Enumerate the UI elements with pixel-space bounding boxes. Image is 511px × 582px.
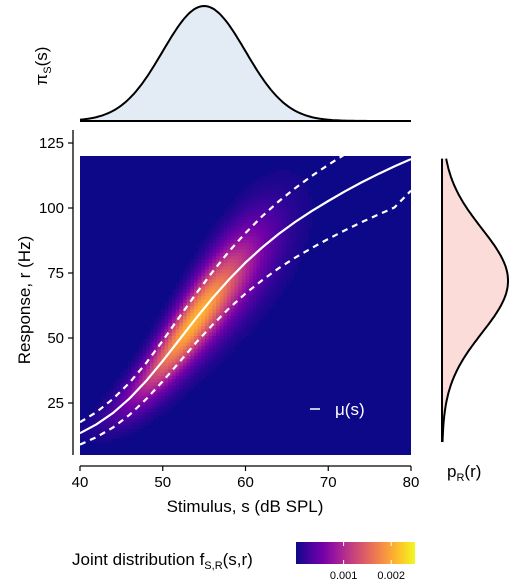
x-tick-label: 40 (72, 474, 89, 491)
top-marginal-ylabel: πS(s) (32, 47, 54, 86)
colorbar-tick-label: 0.001 (330, 570, 358, 582)
colorbar-ticks: 0.001 0.002 (330, 542, 405, 582)
y-tick-label: 75 (47, 265, 64, 282)
right-marginal-panel: pR(r) (441, 158, 509, 484)
x-tick-label: 60 (237, 474, 254, 491)
y-tick-label: 50 (47, 330, 64, 347)
colorbar-gradient (296, 542, 415, 564)
response-marginal-density (442, 158, 508, 442)
upper-band-curve (80, 130, 392, 424)
mean-response-curve (80, 158, 411, 435)
colorbar-label-main: Joint distribution f (72, 550, 205, 569)
right-marginal-xlabel: pR(r) (447, 462, 481, 484)
x-tick-label: 70 (320, 474, 337, 491)
x-axis: 40 50 60 70 80 (72, 465, 420, 491)
y-axis-label: Response, r (Hz) (15, 236, 34, 364)
right-marginal-xlabel-sub: R (456, 472, 464, 484)
y-axis: 25 50 75 100 125 (39, 130, 74, 455)
main-plot-panel: μ(s) 40 50 60 70 80 25 50 75 100 125 Stimulus, s… (15, 130, 420, 516)
colorbar-tick-label: 0.002 (377, 570, 405, 582)
x-tick-label: 50 (154, 474, 171, 491)
colorbar: Joint distribution fS,R(s,r) 0.001 0.002 (72, 542, 415, 582)
y-tick-label: 100 (39, 200, 64, 217)
legend-mean-label: μ(s) (335, 400, 365, 419)
top-marginal-ylabel-sub: S (42, 66, 54, 73)
colorbar-label: Joint distribution fS,R(s,r) (72, 550, 253, 572)
stimulus-prior-density (80, 6, 411, 121)
lower-band-curve (80, 189, 411, 446)
y-tick-label: 125 (39, 135, 64, 152)
y-tick-label: 25 (47, 395, 64, 412)
colorbar-label-rest: (s,r) (223, 550, 253, 569)
top-marginal-ylabel-rest: (s) (32, 47, 51, 67)
top-marginal-panel: πS(s) (32, 4, 411, 122)
response-marginal-curve (441, 158, 509, 443)
x-axis-label: Stimulus, s (dB SPL) (167, 497, 324, 516)
x-tick-label: 80 (403, 474, 420, 491)
colorbar-label-sub: S,R (204, 560, 222, 572)
right-marginal-xlabel-rest: (r) (464, 462, 481, 481)
